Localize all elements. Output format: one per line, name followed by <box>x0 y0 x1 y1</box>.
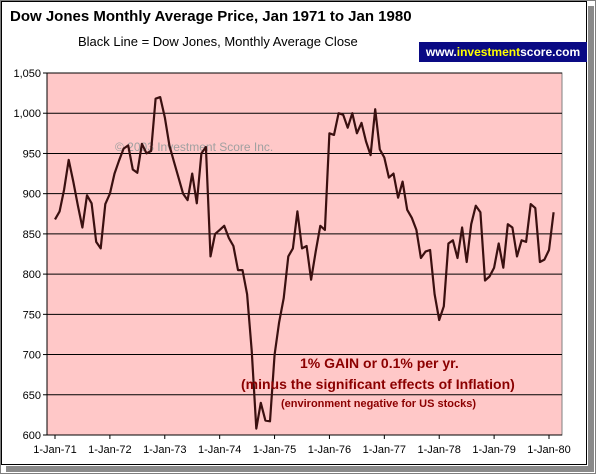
y-tick-label: 1,050 <box>13 68 41 80</box>
series-line-dow-jones <box>54 95 555 430</box>
frame-shadow-right <box>588 6 594 472</box>
brand-highlight: investment <box>456 45 521 59</box>
x-tick-label: 1-Jan-72 <box>88 444 131 456</box>
x-tick-label: 1-Jan-73 <box>143 444 186 456</box>
y-tick-label: 600 <box>23 430 41 442</box>
y-tick-label: 700 <box>23 350 41 362</box>
y-tick-label: 800 <box>23 269 41 281</box>
chart-title: Dow Jones Monthly Average Price, Jan 197… <box>10 8 412 25</box>
x-tick-label: 1-Jan-80 <box>527 444 570 456</box>
y-tick-label: 950 <box>23 148 41 160</box>
x-tick-label: 1-Jan-79 <box>472 444 515 456</box>
x-tick-label: 1-Jan-74 <box>198 444 241 456</box>
x-tick-label: 1-Jan-71 <box>33 444 76 456</box>
plot-area <box>46 72 563 436</box>
annotation-inflation: (minus the significant effects of Inflat… <box>241 376 515 392</box>
y-tick-label: 650 <box>23 390 41 402</box>
y-tick-label: 900 <box>23 189 41 201</box>
x-tick-label: 1-Jan-77 <box>363 444 406 456</box>
x-tick-label: 1-Jan-76 <box>308 444 351 456</box>
brand-banner[interactable]: www.investmentscore.com <box>419 42 587 62</box>
annotation-gain: 1% GAIN or 0.1% per yr. <box>300 355 459 371</box>
brand-prefix: www. <box>425 45 457 59</box>
watermark: © 2003 Investment Score Inc. <box>115 140 273 154</box>
chart-subtitle: Black Line = Dow Jones, Monthly Average … <box>78 34 358 49</box>
y-tick-label: 1,000 <box>13 108 41 120</box>
frame-shadow-bottom <box>6 466 594 472</box>
y-tick-label: 750 <box>23 309 41 321</box>
y-tick-label: 850 <box>23 229 41 241</box>
x-tick-label: 1-Jan-75 <box>253 444 296 456</box>
annotation-environment: (environment negative for US stocks) <box>281 398 476 410</box>
x-tick-label: 1-Jan-78 <box>418 444 461 456</box>
brand-suffix: score.com <box>520 45 581 59</box>
